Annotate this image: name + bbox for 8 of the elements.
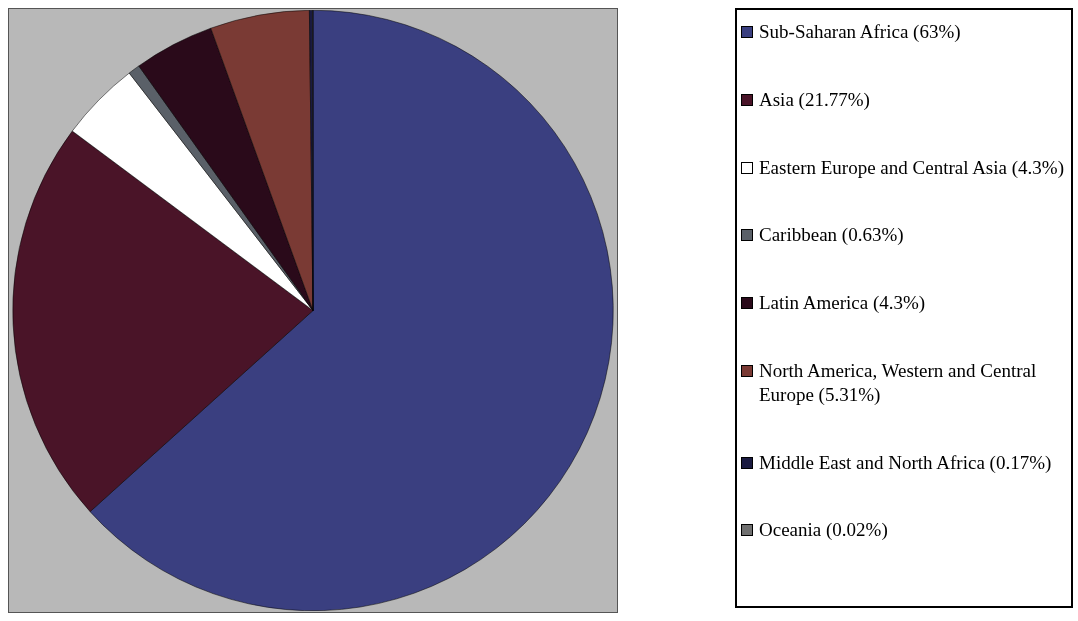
legend-label: Sub-Saharan Africa (63%) <box>759 20 961 44</box>
legend-label: Oceania (0.02%) <box>759 518 888 543</box>
legend-label: North America, Western and Central Europe (5.31%) <box>759 358 1038 407</box>
legend-label: Latin America (4.3%) <box>759 291 926 315</box>
legend-label: Middle East and North Africa (0.17%) <box>759 450 1052 475</box>
legend-label: Eastern Europe and Central Asia (4.3%) <box>759 155 1064 180</box>
legend-label: Asia (21.77%) <box>759 87 870 112</box>
legend-label: Caribbean (0.63%) <box>759 223 904 248</box>
